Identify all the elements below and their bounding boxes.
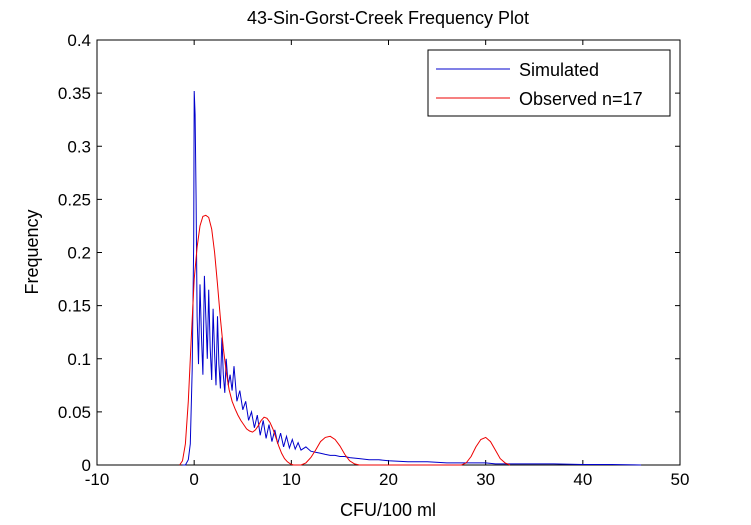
series-layer [179, 90, 642, 466]
y-tick-label: 0.25 [58, 190, 91, 209]
y-tick-label: 0.4 [67, 31, 91, 50]
x-tick-label: 10 [282, 470, 301, 489]
legend-box [427, 49, 671, 117]
x-tick-label: 0 [189, 470, 198, 489]
x-tick-label: 40 [573, 470, 592, 489]
x-tick-label: -10 [85, 470, 110, 489]
x-tick-label: 30 [476, 470, 495, 489]
y-axis: 0 0.05 0.1 0.15 0.2 0.25 0.3 0.35 0.4 [58, 31, 680, 475]
y-tick-label: 0.1 [67, 350, 91, 369]
y-tick-label: 0.15 [58, 297, 91, 316]
legend-label-observed: Observed n=17 [519, 89, 643, 109]
y-tick-label: 0 [82, 456, 91, 475]
legend: Simulated Observed n=17 [427, 49, 671, 117]
legend-label-simulated: Simulated [519, 60, 599, 80]
x-tick-label: 50 [671, 470, 690, 489]
x-tick-label: 20 [379, 470, 398, 489]
x-axis: -10 0 10 20 30 40 50 [85, 40, 690, 489]
x-axis-label: CFU/100 ml [340, 500, 436, 520]
y-tick-label: 0.3 [67, 137, 91, 156]
y-tick-label: 0.35 [58, 84, 91, 103]
y-axis-label: Frequency [22, 209, 42, 294]
chart-title: 43-Sin-Gorst-Creek Frequency Plot [247, 8, 529, 28]
series-line-1 [179, 214, 511, 466]
y-tick-label: 0.2 [67, 244, 91, 263]
y-tick-label: 0.05 [58, 403, 91, 422]
